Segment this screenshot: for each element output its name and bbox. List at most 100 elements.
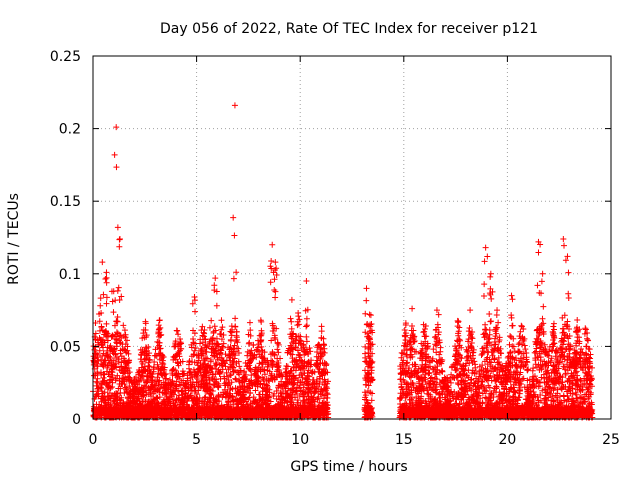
data-point	[113, 164, 120, 171]
data-point	[101, 389, 108, 396]
data-point	[232, 315, 239, 322]
data-point	[295, 321, 302, 328]
data-point	[227, 328, 234, 335]
data-point	[99, 259, 106, 266]
data-point	[582, 326, 589, 333]
data-point	[295, 313, 302, 320]
data-point	[551, 340, 558, 347]
data-point	[303, 315, 310, 322]
data-point	[267, 279, 274, 286]
data-point	[283, 362, 290, 369]
data-point	[103, 300, 110, 307]
data-point	[314, 349, 321, 355]
data-point	[138, 358, 145, 365]
data-point	[288, 296, 295, 303]
data-point	[219, 324, 226, 331]
data-point	[367, 312, 374, 319]
data-point	[116, 243, 123, 250]
data-point	[229, 394, 236, 401]
data-point	[230, 275, 237, 282]
data-point	[272, 294, 279, 301]
data-point	[192, 344, 199, 351]
data-point	[363, 297, 370, 304]
data-point	[103, 269, 110, 276]
data-point	[206, 324, 213, 331]
data-point	[269, 241, 276, 248]
data-point	[362, 310, 369, 317]
data-point	[303, 278, 310, 285]
data-point	[483, 368, 490, 375]
data-point	[206, 338, 213, 345]
data-point	[303, 333, 310, 340]
data-point	[272, 259, 279, 266]
data-point	[140, 330, 147, 337]
data-point	[108, 368, 115, 375]
data-point	[176, 335, 183, 342]
data-point	[303, 363, 310, 370]
data-point	[103, 294, 110, 301]
data-point	[296, 364, 303, 371]
data-point	[111, 151, 118, 158]
data-point	[154, 374, 161, 381]
data-point	[114, 224, 121, 231]
data-point	[235, 349, 242, 356]
data-point	[98, 388, 105, 395]
data-point	[303, 338, 310, 345]
data-point	[296, 337, 303, 344]
data-point	[110, 309, 117, 316]
data-point	[231, 232, 238, 239]
data-point	[100, 291, 107, 298]
data-point	[124, 337, 131, 344]
data-points	[90, 102, 596, 421]
data-point	[218, 317, 225, 324]
data-point	[231, 102, 238, 109]
data-point	[233, 338, 240, 345]
data-point	[218, 326, 225, 333]
data-point	[226, 357, 233, 364]
data-point	[96, 327, 103, 334]
data-point	[222, 351, 229, 358]
data-point	[96, 347, 103, 354]
data-point	[550, 323, 557, 330]
data-point	[120, 322, 127, 329]
data-point	[201, 333, 208, 340]
data-point	[104, 347, 111, 354]
data-point	[233, 376, 240, 383]
data-point	[248, 347, 255, 354]
data-point	[296, 393, 303, 400]
data-point	[114, 287, 121, 294]
data-point	[151, 359, 158, 366]
data-point	[138, 352, 145, 359]
data-point	[287, 315, 294, 322]
data-point	[363, 285, 370, 292]
data-point	[308, 357, 315, 364]
data-point	[97, 302, 104, 309]
data-point	[191, 347, 198, 354]
data-point	[268, 257, 275, 264]
data-point	[233, 332, 240, 339]
data-point	[274, 346, 281, 353]
data-point	[114, 318, 121, 325]
data-point	[222, 363, 229, 370]
data-point	[137, 375, 144, 382]
data-point	[102, 275, 109, 282]
data-point	[232, 323, 239, 330]
data-point	[208, 317, 215, 324]
data-point	[103, 320, 110, 327]
data-point	[193, 379, 200, 386]
data-point	[211, 323, 218, 330]
data-point	[361, 389, 368, 396]
data-point	[242, 359, 249, 366]
data-point	[303, 323, 310, 330]
data-point	[246, 339, 253, 346]
data-point	[318, 323, 325, 330]
data-point	[294, 322, 301, 329]
data-point	[173, 327, 180, 334]
data-point	[303, 322, 310, 329]
data-point	[116, 236, 123, 243]
chart-title: Day 056 of 2022, Rate Of TEC Index for r…	[160, 21, 538, 37]
data-point	[288, 318, 295, 325]
data-point	[227, 337, 234, 344]
data-point	[156, 325, 163, 332]
